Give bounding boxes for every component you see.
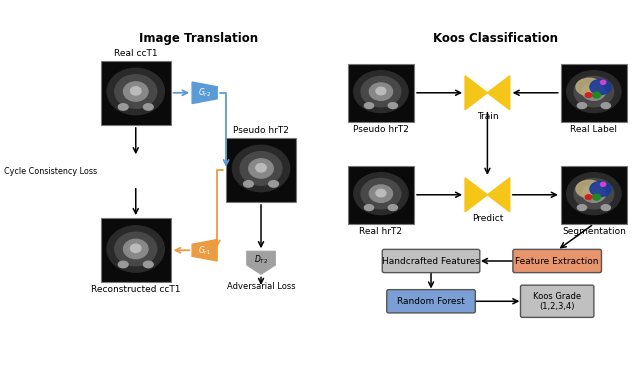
Bar <box>561 166 627 224</box>
Ellipse shape <box>232 145 290 192</box>
Text: Handcrafted Features: Handcrafted Features <box>382 256 480 266</box>
Text: Adversarial Loss: Adversarial Loss <box>227 282 295 291</box>
Ellipse shape <box>577 205 587 210</box>
Ellipse shape <box>601 205 611 210</box>
Ellipse shape <box>131 87 141 95</box>
Text: Pseudo hrT2: Pseudo hrT2 <box>353 125 409 134</box>
Ellipse shape <box>574 179 614 209</box>
FancyBboxPatch shape <box>513 249 602 273</box>
Text: Koos Classification: Koos Classification <box>433 32 558 45</box>
Ellipse shape <box>589 87 599 95</box>
Ellipse shape <box>107 68 164 115</box>
Ellipse shape <box>143 104 153 110</box>
Polygon shape <box>488 76 510 110</box>
Ellipse shape <box>593 92 600 98</box>
Text: $D_{T2}$: $D_{T2}$ <box>254 254 268 266</box>
Ellipse shape <box>589 189 599 197</box>
Ellipse shape <box>256 163 266 172</box>
Polygon shape <box>192 82 217 104</box>
FancyBboxPatch shape <box>387 290 476 313</box>
Polygon shape <box>488 178 510 212</box>
Ellipse shape <box>590 79 611 94</box>
Bar <box>348 64 414 122</box>
Bar <box>226 138 296 202</box>
Ellipse shape <box>143 261 153 268</box>
Ellipse shape <box>582 83 605 100</box>
Ellipse shape <box>361 179 401 209</box>
Ellipse shape <box>600 80 606 85</box>
Ellipse shape <box>567 173 621 214</box>
Ellipse shape <box>376 189 386 197</box>
Text: Random Forest: Random Forest <box>397 297 465 306</box>
Ellipse shape <box>364 205 374 210</box>
Text: Image Translation: Image Translation <box>139 32 258 45</box>
Ellipse shape <box>124 239 148 259</box>
Ellipse shape <box>600 182 606 186</box>
Bar <box>101 218 171 283</box>
Ellipse shape <box>567 71 621 113</box>
Ellipse shape <box>601 103 611 108</box>
Ellipse shape <box>107 226 164 272</box>
Ellipse shape <box>131 244 141 252</box>
Ellipse shape <box>590 182 611 197</box>
Text: Real ccT1: Real ccT1 <box>114 49 157 58</box>
Ellipse shape <box>577 103 587 108</box>
Ellipse shape <box>269 181 278 187</box>
Text: $G_{r2}$: $G_{r2}$ <box>198 87 211 99</box>
Text: Segmentation: Segmentation <box>562 227 626 235</box>
Text: Real Label: Real Label <box>570 125 618 134</box>
Text: Predict: Predict <box>472 214 503 224</box>
Text: Reconstructed ccT1: Reconstructed ccT1 <box>91 285 180 294</box>
Ellipse shape <box>361 76 401 107</box>
Text: Real hrT2: Real hrT2 <box>360 227 403 235</box>
Ellipse shape <box>115 232 157 266</box>
Ellipse shape <box>585 195 592 199</box>
Ellipse shape <box>244 181 253 187</box>
Ellipse shape <box>582 185 605 202</box>
Text: Train: Train <box>477 113 498 121</box>
Polygon shape <box>465 76 488 110</box>
Polygon shape <box>192 239 217 261</box>
Ellipse shape <box>369 83 392 100</box>
FancyBboxPatch shape <box>520 285 594 317</box>
Bar <box>101 61 171 125</box>
Text: Koos Grade
(1,2,3,4): Koos Grade (1,2,3,4) <box>533 292 581 311</box>
Ellipse shape <box>249 159 273 178</box>
Ellipse shape <box>388 103 397 108</box>
FancyBboxPatch shape <box>382 249 480 273</box>
Text: $G_{r1}$: $G_{r1}$ <box>198 244 211 256</box>
Text: Pseudo hrT2: Pseudo hrT2 <box>233 126 289 135</box>
Ellipse shape <box>388 205 397 210</box>
Bar <box>348 166 414 224</box>
Polygon shape <box>246 251 275 275</box>
Ellipse shape <box>354 173 408 214</box>
Ellipse shape <box>576 180 602 198</box>
Ellipse shape <box>376 87 386 95</box>
Ellipse shape <box>118 261 128 268</box>
Ellipse shape <box>576 78 602 96</box>
Text: Cycle Consistency Loss: Cycle Consistency Loss <box>4 167 97 176</box>
Ellipse shape <box>364 103 374 108</box>
Ellipse shape <box>118 104 128 110</box>
Ellipse shape <box>354 71 408 113</box>
Ellipse shape <box>585 93 592 97</box>
Ellipse shape <box>115 75 157 108</box>
Text: Feature Extraction: Feature Extraction <box>515 256 599 266</box>
Ellipse shape <box>124 82 148 101</box>
Ellipse shape <box>574 76 614 107</box>
Ellipse shape <box>369 185 392 202</box>
Ellipse shape <box>240 152 282 185</box>
Ellipse shape <box>593 194 600 200</box>
Bar <box>561 64 627 122</box>
Polygon shape <box>465 178 488 212</box>
